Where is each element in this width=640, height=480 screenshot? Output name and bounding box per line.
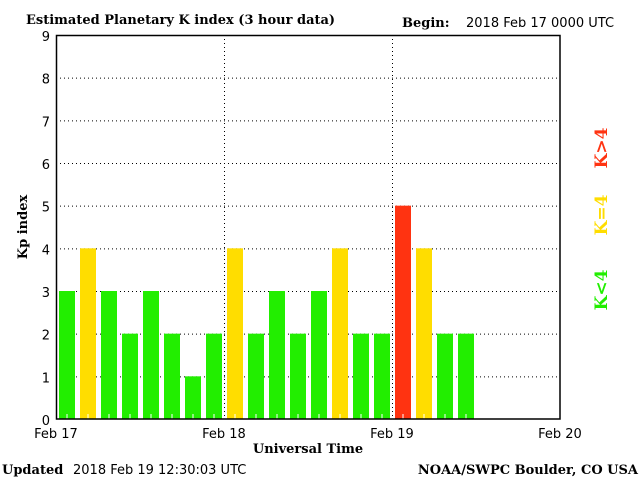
chart-title: Estimated Planetary K index (3 hour data… xyxy=(26,13,335,28)
source-credit: NOAA/SWPC Boulder, CO USA xyxy=(418,463,639,478)
kp-bar xyxy=(332,248,348,419)
kp-bar xyxy=(185,376,201,419)
updated-label: Updated xyxy=(2,463,63,478)
y-tick-label: 5 xyxy=(42,201,50,216)
y-tick-label: 6 xyxy=(42,158,50,173)
y-axis-label: Kp index xyxy=(16,195,31,260)
kp-bar xyxy=(269,291,285,419)
y-tick-label: 3 xyxy=(42,286,50,301)
y-tick-label: 1 xyxy=(42,371,50,386)
x-tick-label: Feb 17 xyxy=(34,427,78,442)
y-tick-label: 9 xyxy=(42,30,50,45)
updated-value: 2018 Feb 19 12:30:03 UTC xyxy=(73,463,246,478)
kp-bar xyxy=(248,333,264,419)
kp-bar xyxy=(437,333,453,419)
grid xyxy=(56,35,560,419)
kp-bar xyxy=(80,248,96,419)
legend-k-above-4: K>4 xyxy=(592,127,612,168)
x-tick-label: Feb 20 xyxy=(538,427,582,442)
kp-bar xyxy=(311,291,327,419)
kp-bar xyxy=(227,248,243,419)
kp-bar xyxy=(143,291,159,419)
legend-k-equal-4: K=4 xyxy=(592,194,612,235)
y-tick-label: 2 xyxy=(42,329,50,344)
kp-bar xyxy=(395,205,411,419)
kp-bar xyxy=(458,333,474,419)
x-tick-label: Feb 18 xyxy=(202,427,246,442)
x-ticks: Feb 17 Feb 18 Feb 19 Feb 20 xyxy=(34,427,582,442)
y-ticks: 0 1 2 3 4 5 6 7 8 9 xyxy=(42,30,50,429)
kp-bar xyxy=(59,291,75,419)
kp-bar xyxy=(290,333,306,419)
begin-label: Begin: xyxy=(402,16,450,31)
y-tick-label: 4 xyxy=(42,243,50,258)
kp-bar xyxy=(206,333,222,419)
y-tick-label: 8 xyxy=(42,73,50,88)
kp-bar xyxy=(353,333,369,419)
x-tick-label: Feb 19 xyxy=(370,427,414,442)
bars xyxy=(59,205,474,419)
kp-bar xyxy=(101,291,117,419)
begin-value: 2018 Feb 17 0000 UTC xyxy=(466,16,614,31)
x-axis-label: Universal Time xyxy=(253,442,363,457)
y-tick-label: 7 xyxy=(42,115,50,130)
plot-frame xyxy=(55,34,561,420)
kp-bar xyxy=(416,248,432,419)
kp-bar xyxy=(164,333,180,419)
kp-bar xyxy=(374,333,390,419)
legend-k-below-4: K<4 xyxy=(592,269,612,310)
y-tick-label: 0 xyxy=(42,414,50,429)
kp-bar xyxy=(122,333,138,419)
